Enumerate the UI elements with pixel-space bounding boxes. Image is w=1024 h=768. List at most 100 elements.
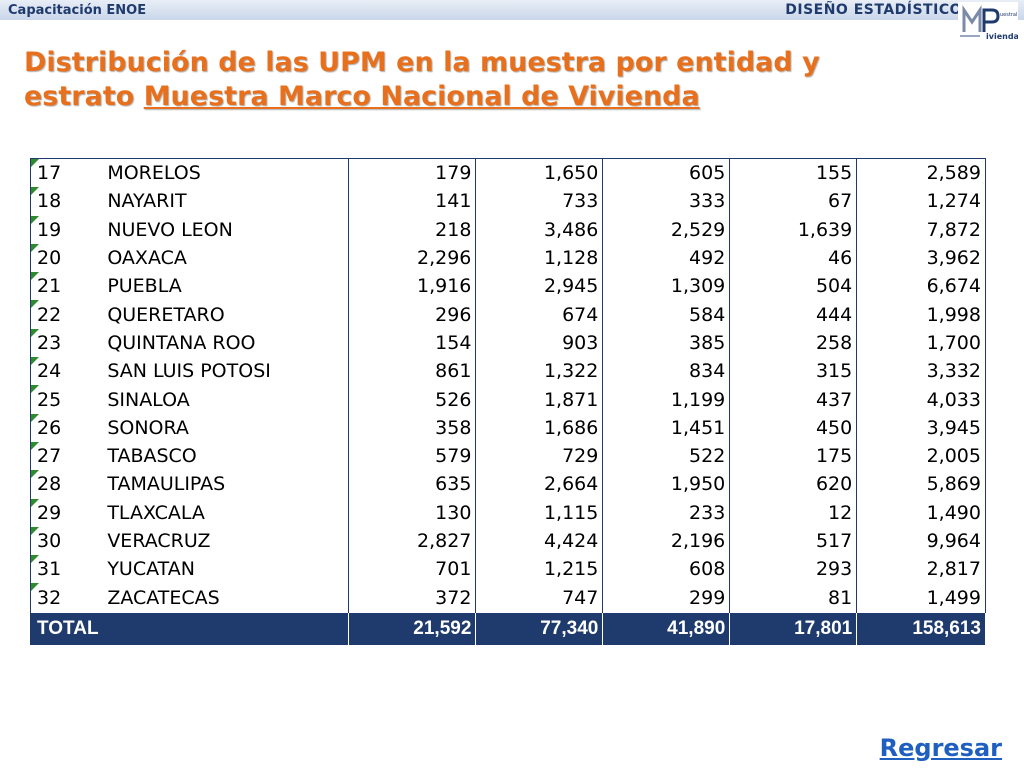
row-total-cell: 2,817 <box>856 555 986 584</box>
state-code-cell: 29 <box>30 498 104 527</box>
cell-marker-icon <box>31 300 39 309</box>
cell-marker-icon <box>31 526 39 535</box>
stratum-1-cell: 179 <box>348 158 477 188</box>
title-line-2-underlined: Muestra Marco Nacional de Vivienda <box>143 81 700 112</box>
total-label-cell: TOTAL <box>29 611 350 646</box>
stratum-3-cell: 1,451 <box>602 413 731 442</box>
cell-marker-icon <box>31 470 39 479</box>
row-total-cell: 1,700 <box>856 328 986 358</box>
cell-marker-icon <box>31 187 39 196</box>
cell-marker-icon <box>31 413 39 422</box>
state-code: 27 <box>37 445 62 468</box>
table-row: 31 YUCATAN 701 1,215 608 293 2,817 <box>30 555 986 584</box>
state-code-cell: 27 <box>30 441 104 471</box>
grand-total-cell: 158,613 <box>856 611 986 646</box>
stratum-1-cell: 141 <box>348 187 477 216</box>
cell-marker-icon <box>31 215 39 224</box>
state-code: 28 <box>37 473 62 496</box>
stratum-4-cell: 293 <box>729 555 858 584</box>
state-name-cell: YUCATAN <box>103 555 350 584</box>
cell-marker-icon <box>31 555 39 564</box>
table-row: 23 QUINTANA ROO 154 903 385 258 1,700 <box>30 328 986 358</box>
row-total-cell: 1,274 <box>856 187 986 216</box>
state-code-cell: 22 <box>30 300 104 329</box>
table-row: 19 NUEVO LEON 218 3,486 2,529 1,639 7,872 <box>30 215 986 244</box>
row-total-cell: 4,033 <box>856 385 986 414</box>
stratum-3-cell: 385 <box>602 328 731 358</box>
stratum-1-cell: 2,296 <box>348 243 477 273</box>
stratum-1-cell: 2,827 <box>348 526 477 556</box>
stratum-2-cell: 4,424 <box>475 526 604 556</box>
stratum-4-cell: 258 <box>729 328 858 358</box>
table-row: 21 PUEBLA 1,916 2,945 1,309 504 6,674 <box>30 272 986 301</box>
table-row: 20 OAXACA 2,296 1,128 492 46 3,962 <box>30 243 986 273</box>
title-line-2: estrato Muestra Marco Nacional de Vivien… <box>24 80 984 114</box>
state-name-cell: NAYARIT <box>103 187 350 216</box>
stratum-3-cell: 1,199 <box>602 385 731 414</box>
table-row: 24 SAN LUIS POTOSI 861 1,322 834 315 3,332 <box>30 357 986 386</box>
stratum-2-cell: 3,486 <box>475 215 604 244</box>
stratum-2-cell: 1,650 <box>475 158 604 188</box>
stratum-3-cell: 233 <box>602 498 731 527</box>
stratum-1-cell: 861 <box>348 357 477 386</box>
row-total-cell: 6,674 <box>856 272 986 301</box>
state-name-cell: MORELOS <box>103 158 350 188</box>
state-code-cell: 19 <box>30 215 104 244</box>
cell-marker-icon <box>31 159 39 167</box>
stratum-2-cell: 903 <box>475 328 604 358</box>
stratum-2-cell: 1,322 <box>475 357 604 386</box>
state-name-cell: TAMAULIPAS <box>103 470 350 499</box>
stratum-1-cell: 579 <box>348 441 477 471</box>
stratum-2-cell: 733 <box>475 187 604 216</box>
stratum-2-cell: 2,945 <box>475 272 604 301</box>
stratum-1-cell: 154 <box>348 328 477 358</box>
state-code-cell: 28 <box>30 470 104 499</box>
state-name-cell: TLAXCALA <box>103 498 350 527</box>
state-name-cell: QUINTANA ROO <box>103 328 350 358</box>
total-stratum-2-cell: 77,340 <box>475 611 604 646</box>
course-label: Capacitación ENOE <box>8 3 147 18</box>
stratum-4-cell: 437 <box>729 385 858 414</box>
table-row: 29 TLAXCALA 130 1,115 233 12 1,490 <box>30 498 986 527</box>
state-code: 30 <box>37 530 62 552</box>
state-code: 32 <box>37 586 62 609</box>
stratum-4-cell: 12 <box>729 498 858 527</box>
back-link[interactable]: Regresar <box>879 734 1002 762</box>
total-stratum-1-cell: 21,592 <box>348 611 477 646</box>
row-total-cell: 3,945 <box>856 413 986 442</box>
state-code: 24 <box>37 360 62 383</box>
stratum-1-cell: 358 <box>348 413 477 442</box>
stratum-4-cell: 620 <box>729 470 858 499</box>
state-code: 22 <box>37 303 62 326</box>
row-total-cell: 9,964 <box>856 526 986 556</box>
stratum-3-cell: 522 <box>602 441 731 471</box>
cell-marker-icon <box>31 272 39 281</box>
stratum-3-cell: 2,196 <box>602 526 731 556</box>
state-code-cell: 23 <box>30 328 104 358</box>
total-row: TOTAL 21,592 77,340 41,890 17,801 158,613 <box>29 611 986 646</box>
state-name-cell: SAN LUIS POTOSI <box>103 357 350 386</box>
state-code: 23 <box>37 331 62 354</box>
stratum-1-cell: 218 <box>348 215 477 244</box>
stratum-2-cell: 2,664 <box>475 470 604 499</box>
total-stratum-3-cell: 41,890 <box>602 611 731 646</box>
state-code: 25 <box>37 388 62 411</box>
row-total-cell: 3,962 <box>856 243 986 273</box>
state-code-cell: 31 <box>30 555 104 584</box>
cell-marker-icon <box>31 441 39 450</box>
stratum-1-cell: 1,916 <box>348 272 477 301</box>
stratum-4-cell: 504 <box>729 272 858 301</box>
stratum-2-cell: 1,871 <box>475 385 604 414</box>
row-total-cell: 7,872 <box>856 215 986 244</box>
state-name-cell: NUEVO LEON <box>103 215 350 244</box>
state-name-cell: VERACRUZ <box>103 526 350 556</box>
row-total-cell: 1,499 <box>856 583 986 613</box>
stratum-2-cell: 1,128 <box>475 243 604 273</box>
state-code: 29 <box>37 501 62 524</box>
mmnv-logo: uestral en iviendas <box>958 2 1018 42</box>
table-row: 18 NAYARIT 141 733 333 67 1,274 <box>30 187 986 216</box>
title-line-1: Distribución de las UPM en la muestra po… <box>24 47 820 78</box>
stratum-1-cell: 526 <box>348 385 477 414</box>
cell-marker-icon <box>31 357 39 366</box>
page-title: Distribución de las UPM en la muestra po… <box>24 46 984 114</box>
